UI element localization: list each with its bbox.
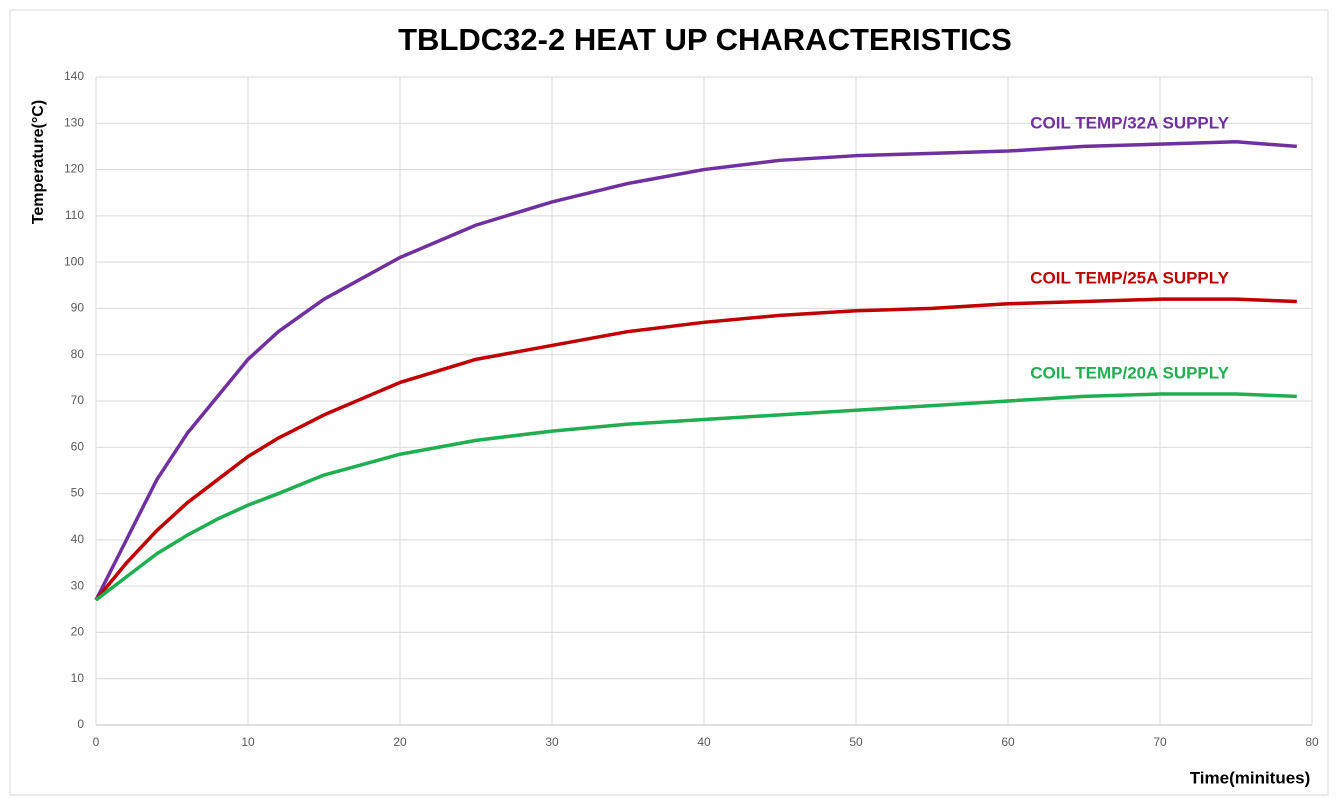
x-tick-label: 40	[697, 735, 711, 749]
y-tick-label: 110	[65, 208, 84, 222]
x-tick-label: 0	[93, 735, 100, 749]
y-tick-label: 10	[71, 671, 85, 685]
chart-border	[9, 9, 1329, 796]
x-axis-label: Time(minitues)	[1190, 768, 1311, 787]
x-tick-label: 30	[545, 735, 559, 749]
x-tick-label: 80	[1305, 735, 1319, 749]
x-tick-label: 20	[393, 735, 407, 749]
y-tick-label: 0	[77, 717, 84, 731]
y-tick-label: 130	[64, 115, 84, 129]
series-label: COIL TEMP/20A SUPPLY	[1030, 364, 1229, 383]
y-tick-label: 40	[71, 532, 85, 546]
y-tick-label: 140	[64, 69, 84, 83]
y-tick-label: 20	[71, 625, 85, 639]
y-tick-label: 50	[71, 486, 85, 500]
y-tick-label: 90	[71, 301, 85, 315]
x-tick-label: 50	[849, 735, 863, 749]
series-label: COIL TEMP/25A SUPPLY	[1030, 269, 1229, 288]
y-tick-label: 100	[64, 254, 84, 268]
chart-title: TBLDC32-2 HEAT UP CHARACTERISTICS	[398, 22, 1012, 57]
x-tick-label: 60	[1001, 735, 1015, 749]
y-tick-label: 120	[64, 162, 84, 176]
x-tick-label: 10	[241, 735, 255, 749]
y-tick-label: 30	[71, 578, 85, 592]
y-tick-label: 80	[71, 347, 85, 361]
y-tick-label: 60	[71, 439, 85, 453]
y-axis-label: Temperature(°C)	[30, 100, 47, 224]
series-label: COIL TEMP/32A SUPPLY	[1030, 114, 1229, 133]
y-tick-label: 70	[71, 393, 85, 407]
series-line	[94, 392, 1297, 602]
x-tick-label: 70	[1153, 735, 1167, 749]
series-line	[94, 140, 1297, 601]
series-line	[94, 297, 1297, 602]
